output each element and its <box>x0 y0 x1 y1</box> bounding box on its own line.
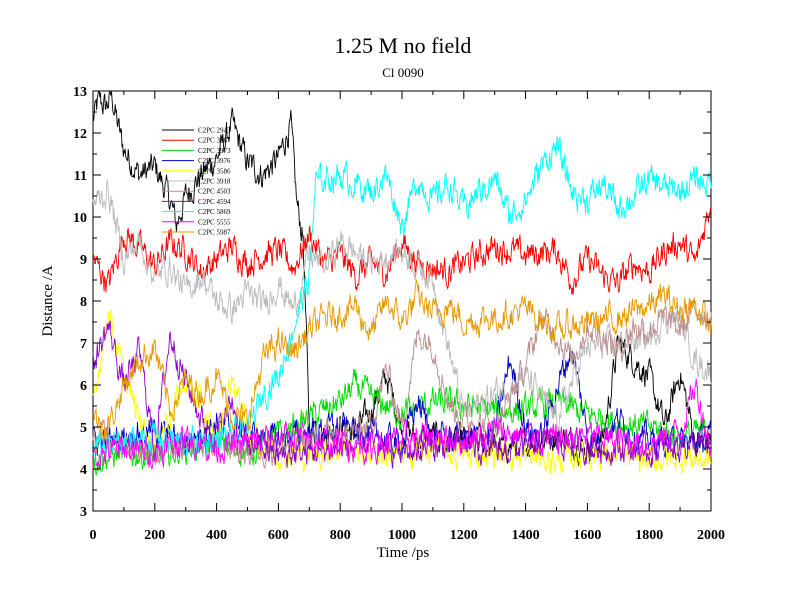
series-line-c2pc-5555 <box>92 378 712 470</box>
y-tick-label: 9 <box>80 253 87 268</box>
chart-subtitle: Cl 0090 <box>382 65 424 80</box>
x-axis-label: Time /ps <box>377 545 430 561</box>
series-line-c2pc-3973 <box>92 369 711 477</box>
x-tick-label: 1000 <box>388 528 416 543</box>
series-line-c2pc-4503 <box>92 299 712 470</box>
x-tick-label: 1600 <box>573 528 601 543</box>
x-tick-label: 200 <box>144 528 165 543</box>
x-tick-label: 0 <box>90 528 97 543</box>
x-tick-label: 1400 <box>512 528 540 543</box>
y-tick-label: 10 <box>73 211 87 226</box>
legend-label: C2PC 3918 <box>198 178 231 186</box>
y-tick-label: 5 <box>80 421 87 436</box>
legend-label: C2PC 3976 <box>198 157 231 165</box>
legend-label: C2PC 3867 <box>198 137 231 145</box>
chart-title: 1.25 M no field <box>335 33 472 58</box>
series-line-c2pc-4594 <box>92 320 712 469</box>
y-tick-label: 6 <box>80 379 87 394</box>
y-tick-label: 3 <box>80 505 87 520</box>
legend-label: C2PC 5987 <box>198 229 231 237</box>
legend-label: C2PC 4594 <box>198 198 231 206</box>
x-tick-label: 1800 <box>635 528 663 543</box>
legend-label: C2PC 3973 <box>198 147 231 155</box>
series-line-c2pc-3918 <box>92 179 712 432</box>
x-tick-label: 600 <box>268 528 289 543</box>
x-tick-label: 400 <box>206 528 227 543</box>
legend-label: C2PC 2943 <box>198 127 231 135</box>
y-tick-label: 8 <box>80 295 87 310</box>
series-layer <box>92 90 712 477</box>
legend-label: C2PC 3586 <box>198 167 231 175</box>
legend: C2PC 2943 C2PC 3867 C2PC 3973 C2PC 3976 C2PC… <box>162 127 231 237</box>
y-tick-label: 11 <box>74 169 87 184</box>
legend-label: C2PC 4503 <box>198 188 231 196</box>
y-tick-label: 4 <box>80 463 87 478</box>
series-line-c2pc-5987 <box>92 278 712 443</box>
y-tick-label: 7 <box>80 337 87 352</box>
x-tick-label: 800 <box>330 528 351 543</box>
legend-label: C2PC 5869 <box>198 208 231 216</box>
y-tick-label: 12 <box>73 127 87 142</box>
legend-label: C2PC 5555 <box>198 218 231 226</box>
series-line-c2pc-3867 <box>92 207 712 295</box>
x-tick-label: 1200 <box>450 528 478 543</box>
ticks-layer: 0 200 400 600 800 1000 1200 1400 1600 1800 2000 3 4 5… <box>73 85 725 543</box>
y-axis-label: Distance /A <box>40 265 56 336</box>
x-tick-label: 2000 <box>697 528 725 543</box>
y-tick-label: 13 <box>73 85 87 100</box>
series-line-c2pc-2943 <box>92 90 712 467</box>
